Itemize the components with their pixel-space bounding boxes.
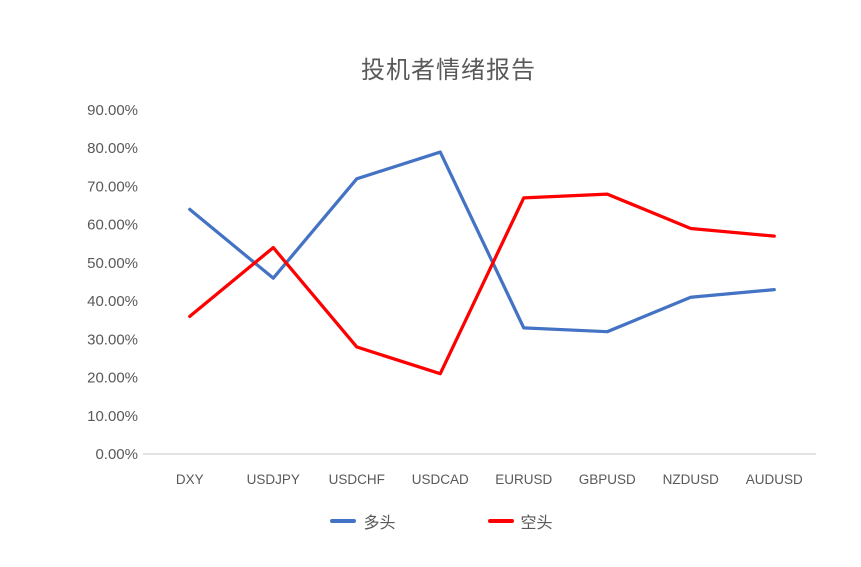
series-line-多头	[188, 150, 776, 334]
y-axis-tick-label: 30.00%	[87, 331, 138, 348]
legend-label-long: 多头	[363, 515, 396, 532]
y-axis-tick-label: 70.00%	[87, 178, 138, 195]
legend-item-short: 空头	[487, 509, 553, 533]
x-axis-category-label: USDCHF	[329, 472, 385, 487]
short-series-swatch-icon	[487, 519, 514, 523]
y-axis-tick-label: 40.00%	[87, 293, 138, 310]
y-axis-tick-label: 20.00%	[87, 370, 138, 387]
series-line-空头	[188, 192, 776, 376]
plot-area: 0.00% 10.00% 20.00% 30.00% 40.00% 50.00% 60.00…	[87, 102, 816, 487]
y-axis-tick-label: 50.00%	[87, 255, 138, 272]
legend: 多头 空头	[11, 510, 861, 532]
x-axis-category-label: DXY	[176, 472, 204, 487]
legend-item-long: 多头	[330, 509, 396, 533]
x-axis-category-label: USDJPY	[247, 472, 300, 487]
y-axis-tick-label: 0.00%	[95, 446, 138, 463]
y-axis-tick-label: 10.00%	[87, 408, 138, 425]
y-axis-tick-label: 60.00%	[87, 217, 138, 234]
long-series-swatch-icon	[330, 519, 357, 523]
x-axis-category-label: AUDUSD	[746, 472, 803, 487]
chart-title: 投机者情绪报告	[361, 57, 536, 84]
y-axis-tick-label: 80.00%	[87, 140, 138, 157]
x-axis-category-label: NZDUSD	[663, 472, 719, 487]
y-axis-tick-label: 90.00%	[87, 102, 138, 119]
x-axis-category-label: GBPUSD	[579, 472, 636, 487]
x-axis-category-label: EURUSD	[495, 472, 552, 487]
x-axis-category-label: USDCAD	[412, 472, 469, 487]
legend-label-short: 空头	[520, 515, 553, 532]
